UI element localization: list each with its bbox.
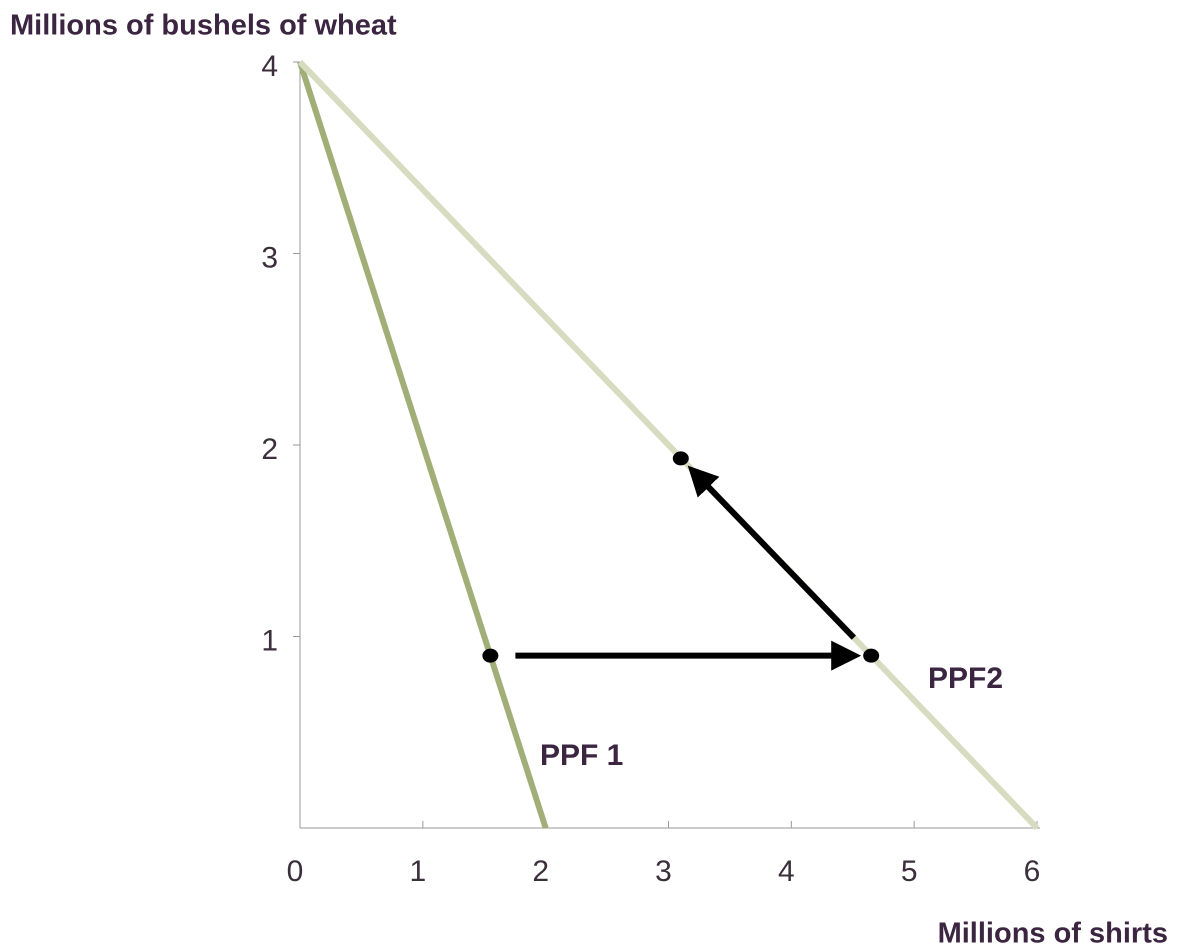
x-tick-label: 4 bbox=[778, 855, 795, 888]
point bbox=[863, 648, 880, 663]
y-axis-title: Millions of bushels of wheat bbox=[10, 10, 397, 42]
x-tick-label: 5 bbox=[901, 855, 918, 888]
y-tick-label: 4 bbox=[261, 50, 278, 83]
ppf-line bbox=[297, 59, 1040, 831]
x-tick-label: 0 bbox=[287, 855, 304, 888]
x-tick-label: 3 bbox=[655, 855, 672, 888]
ppf-line bbox=[297, 61, 549, 829]
y-tick-label: 2 bbox=[261, 433, 278, 466]
series-label: PPF2 bbox=[928, 662, 1003, 695]
y-tick-label: 3 bbox=[261, 241, 278, 274]
x-tick-label: 6 bbox=[1024, 855, 1041, 888]
point bbox=[672, 451, 689, 466]
x-axis-title: Millions of shirts bbox=[938, 918, 1168, 950]
series-label: PPF 1 bbox=[540, 739, 623, 772]
x-tick-label: 1 bbox=[409, 855, 426, 888]
y-tick-label: 1 bbox=[261, 624, 278, 657]
point bbox=[482, 648, 499, 663]
arrow bbox=[687, 465, 856, 640]
x-tick-label: 2 bbox=[532, 855, 549, 888]
